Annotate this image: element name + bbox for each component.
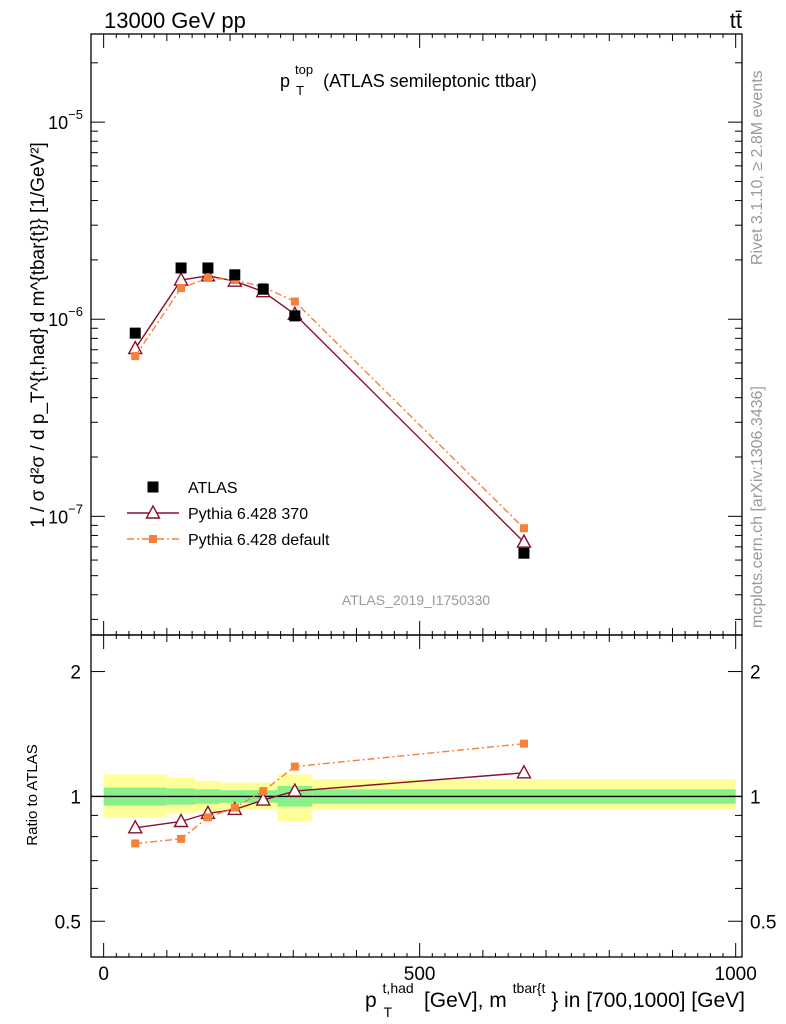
main-ytick-label: 10−5 — [48, 107, 83, 133]
ratio-pythia-6-428-default-point — [259, 787, 268, 796]
ratio-pythia-6-428-370-point — [287, 782, 303, 797]
xtick-label: 0 — [98, 964, 109, 985]
main-pythia-6-428-default-point — [177, 284, 186, 293]
main-atlas-point — [229, 269, 241, 281]
main-series — [127, 262, 532, 559]
legend-marker-pythia-6-428-370 — [145, 504, 161, 519]
ratio-series — [127, 739, 532, 848]
legend-marker-pythia-6-428-default — [149, 535, 157, 543]
ratio-ytick-label: 2 — [70, 663, 81, 684]
main-atlas-point — [175, 262, 187, 274]
mcplots-label: mcplots.cern.ch [arXiv:1306.3436] — [749, 386, 766, 628]
ratio-axes: 2 2 1 1 0.5 0.5 0 500 1000 — [55, 634, 776, 985]
ratio-pythia-6-428-default-point — [131, 839, 140, 848]
ratio-pythia-6-428-default-point — [203, 813, 212, 822]
xtick-label: 500 — [404, 964, 436, 985]
ratio-pythia-6-428-370-point — [127, 819, 143, 834]
main-ytick-label: 10−7 — [48, 501, 83, 527]
analysis-tag: ATLAS_2019_I1750330 — [342, 592, 491, 608]
ratio-pythia-6-428-default-point — [177, 834, 186, 843]
ratio-pythia-6-428-370-point — [173, 813, 189, 828]
legend-label-pythia-6-428-370: Pythia 6.428 370 — [188, 506, 308, 523]
xtick-label: 1000 — [715, 964, 757, 985]
ratio-ytick-label-right: 0.5 — [750, 912, 776, 933]
main-atlas-point — [202, 262, 214, 274]
energy-label: 13000 GeV pp — [104, 8, 246, 33]
x-axis-label: p t,had T [GeV], m tbar{t } in [700,1000… — [365, 975, 745, 1022]
main-atlas-point — [289, 310, 301, 322]
legend-label-atlas: ATLAS — [188, 480, 238, 497]
legend-marker-atlas — [147, 481, 159, 493]
ratio-pythia-6-428-370-point — [255, 791, 271, 806]
main-axes: 10−5 10−6 10−7 — [48, 33, 743, 636]
ratio-ytick-label-right: 1 — [750, 787, 761, 808]
plot-title-rest: (ATLAS semileptonic ttbar) — [323, 71, 537, 91]
main-pythia-6-428-default-point — [131, 352, 140, 361]
main-atlas-point — [257, 283, 269, 295]
main-ylabel: 1 / σ d²σ / d p_T^{t,had} d m^{tbar{t}} … — [28, 142, 49, 528]
ratio-pythia-6-428-default-point — [290, 762, 299, 771]
main-ytick-label: 10−6 — [48, 304, 83, 330]
ratio-ytick-label-right: 2 — [750, 663, 761, 684]
rivet-version-label: Rivet 3.1.10, ≥ 2.8M events — [749, 70, 766, 265]
ratio-ytick-label: 1 — [70, 787, 81, 808]
ratio-pythia-6-428-default-point — [230, 803, 239, 812]
legend-label-pythia-6-428-default: Pythia 6.428 default — [188, 532, 330, 549]
main-pythia-6-428-370-point — [127, 340, 143, 355]
plot-title-sup: top — [295, 62, 313, 77]
main-atlas-point — [518, 547, 530, 559]
ratio-ytick-label: 0.5 — [55, 912, 81, 933]
plot-title-main: p — [280, 71, 290, 91]
main-pythia-6-428-370-line — [134, 275, 525, 543]
plot-title: p top T (ATLAS semileptonic ttbar) — [280, 58, 537, 99]
main-pythia-6-428-default-point — [519, 524, 528, 533]
ratio-pythia-6-428-default-point — [519, 739, 528, 748]
process-label: tt̄ — [730, 8, 742, 33]
main-pythia-6-428-default-point — [203, 273, 212, 282]
main-pythia-6-428-370-point — [516, 533, 532, 548]
main-pythia-6-428-default-point — [290, 297, 299, 306]
legend: ATLAS Pythia 6.428 370 Pythia 6.428 defaul… — [127, 480, 330, 549]
ratio-ylabel: Ratio to ATLAS — [24, 744, 41, 845]
ratio-pythia-6-428-370-point — [516, 764, 532, 779]
main-atlas-point — [129, 327, 141, 339]
plot-title-sub: T — [296, 83, 304, 98]
